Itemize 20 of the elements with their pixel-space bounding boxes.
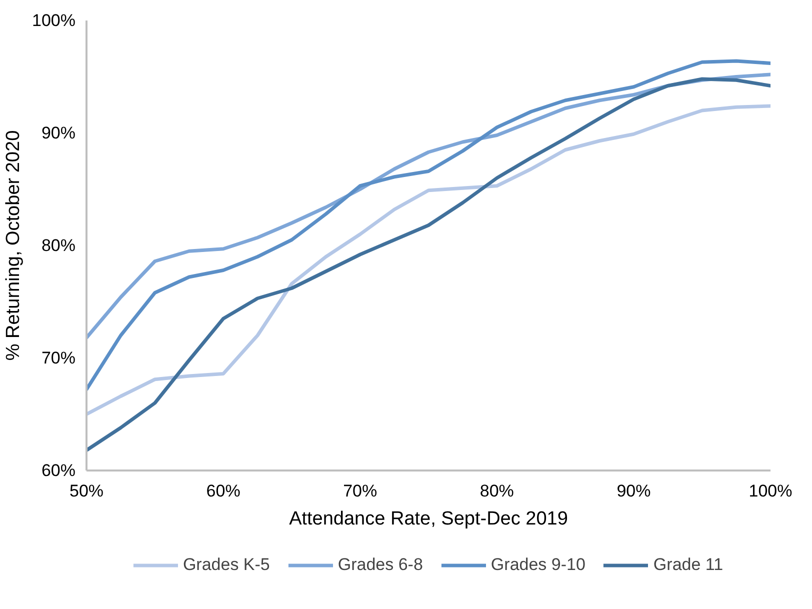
y-tick-label: 80% (41, 236, 76, 255)
x-tick-label: 70% (343, 482, 378, 500)
line-series (86, 59, 770, 392)
legend-label: Grades 6-8 (338, 555, 423, 575)
line-series (86, 104, 770, 416)
y-tick-label: 100% (32, 11, 76, 30)
line-series (86, 77, 770, 452)
legend-label: Grade 11 (653, 555, 724, 575)
legend-label: Grades 9-10 (490, 555, 586, 575)
legend-label: Grades K-5 (182, 555, 270, 575)
x-tick-label: 80% (480, 482, 514, 500)
x-tick-label: 60% (206, 482, 240, 500)
y-axis-title: % Returning, October 2020 (3, 130, 24, 361)
x-tick-label: 90% (616, 482, 651, 500)
x-axis-title: Attendance Rate, Sept-Dec 2019 (289, 508, 568, 530)
y-tick-label: 90% (41, 124, 76, 142)
x-tick-label: 50% (69, 482, 104, 500)
y-tick-label: 70% (41, 348, 76, 368)
y-tick-label: 60% (41, 461, 76, 480)
x-tick-label: 100% (748, 482, 792, 500)
